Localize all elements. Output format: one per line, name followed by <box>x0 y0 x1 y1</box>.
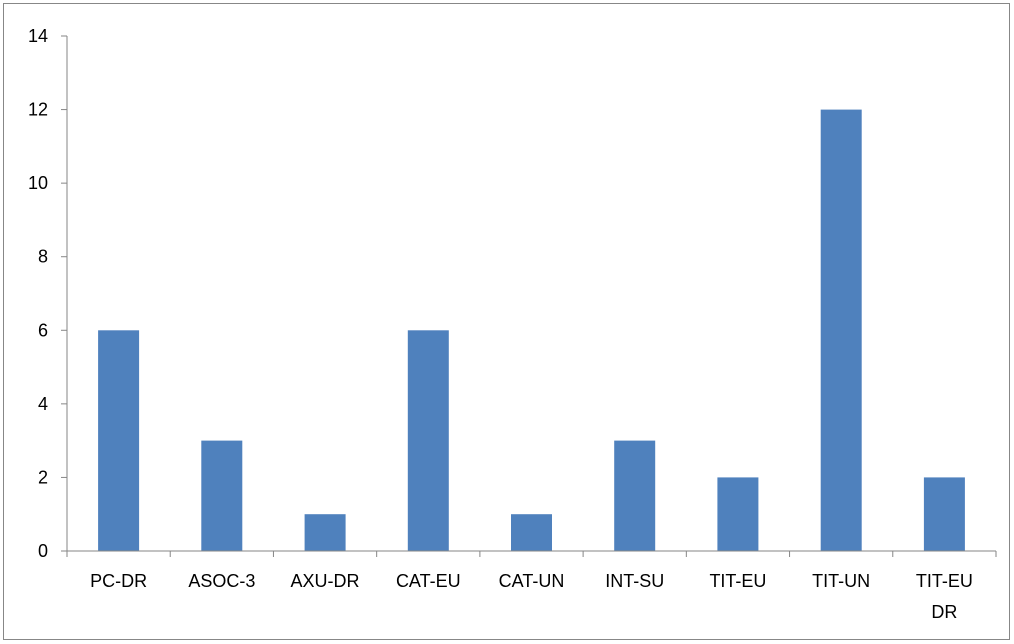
y-tick-label: 14 <box>28 26 48 46</box>
x-tick-label: ASOC-3 <box>188 571 255 591</box>
bar-cat-eu <box>407 330 449 551</box>
y-tick-label: 0 <box>38 541 48 561</box>
bar-tit-eu <box>717 477 759 551</box>
x-tick-label: AXU-DR <box>291 571 360 591</box>
x-tick-label: PC-DR <box>90 571 147 591</box>
x-tick-label-line: TIT-EU <box>916 571 973 591</box>
x-tick-label: TIT-EU DR <box>916 571 973 622</box>
x-tick-label-line: ASOC-3 <box>188 571 255 591</box>
bar-cat-un <box>511 514 552 551</box>
x-tick-label-line: INT-SU <box>605 571 664 591</box>
x-tick-label-line: CAT-UN <box>499 571 565 591</box>
x-tick-label: TIT-EU <box>709 571 766 591</box>
x-tick-label-line: PC-DR <box>90 571 147 591</box>
bar-pc-dr <box>98 330 140 551</box>
y-tick-label: 6 <box>38 320 48 340</box>
bar-int-su <box>614 440 656 551</box>
x-tick-label-line: DR <box>931 602 957 622</box>
x-tick-label: INT-SU <box>605 571 664 591</box>
bar-axu-dr <box>304 514 346 551</box>
x-tick-label-line: AXU-DR <box>291 571 360 591</box>
x-tick-label: CAT-UN <box>499 571 565 591</box>
bar-asoc-3 <box>201 440 243 551</box>
x-tick-label: TIT-UN <box>812 571 870 591</box>
bar-tit-un <box>820 109 862 551</box>
x-tick-label: CAT-EU <box>396 571 461 591</box>
x-tick-label-line: TIT-EU <box>709 571 766 591</box>
y-tick-label: 12 <box>28 100 48 120</box>
y-tick-label: 10 <box>28 173 48 193</box>
x-tick-label-line: CAT-EU <box>396 571 461 591</box>
bar-tit-eu-dr <box>923 477 965 551</box>
y-tick-label: 4 <box>38 394 48 414</box>
x-tick-label-line: TIT-UN <box>812 571 870 591</box>
y-tick-label: 8 <box>38 247 48 267</box>
y-tick-label: 2 <box>38 467 48 487</box>
